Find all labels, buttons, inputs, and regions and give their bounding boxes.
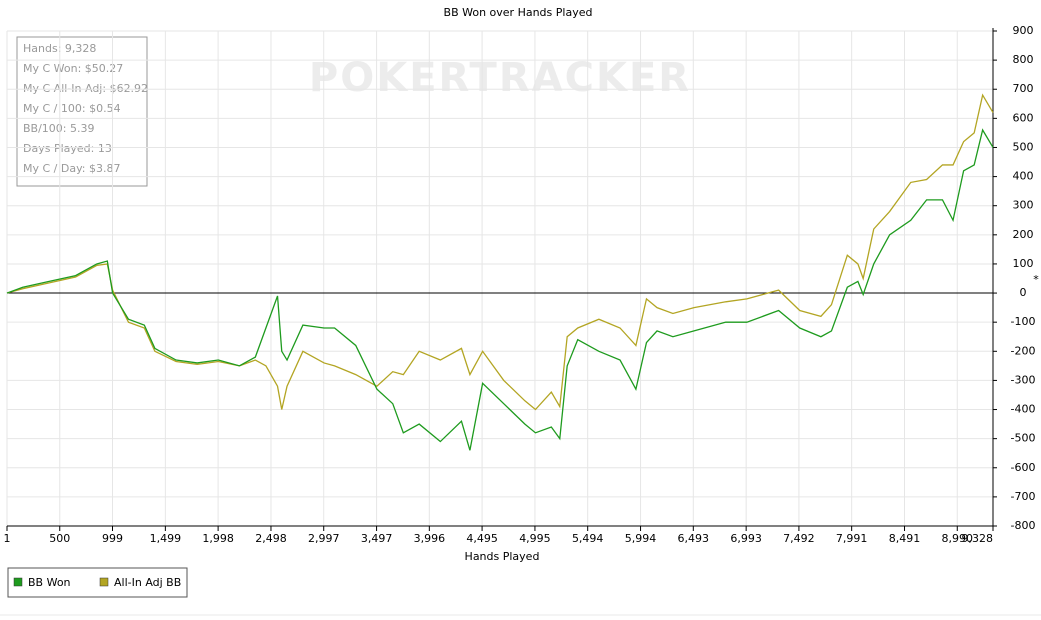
y-tick-label: 300 (1013, 199, 1034, 212)
x-tick-label: 999 (102, 532, 123, 545)
x-tick-label: 6,493 (678, 532, 710, 545)
x-tick-label: 8,491 (889, 532, 921, 545)
info-line: My C / 100: $0.54 (23, 102, 121, 115)
y-tick-label: -700 (1011, 490, 1036, 503)
x-tick-label: 1 (4, 532, 11, 545)
legend (7, 567, 188, 598)
x-tick-label: 1,499 (150, 532, 182, 545)
y-tick-label: 800 (1013, 53, 1034, 66)
y-tick-label: 0 (1020, 286, 1027, 299)
info-line: Days Played: 13 (23, 142, 112, 155)
x-tick-label: 500 (49, 532, 70, 545)
x-axis-label: Hands Played (465, 550, 540, 563)
x-tick-label: 2,498 (255, 532, 287, 545)
x-tick-label: 2,997 (308, 532, 340, 545)
y-tick-label: 600 (1013, 111, 1034, 124)
x-tick-label: 3,497 (361, 532, 393, 545)
watermark: POKERTRACKER (309, 55, 691, 101)
x-tick-label: 5,994 (625, 532, 657, 545)
legend-swatch (13, 577, 23, 587)
x-tick-label: 1,998 (202, 532, 234, 545)
y-tick-label: 500 (1013, 140, 1034, 153)
x-tick-label: 4,995 (519, 532, 551, 545)
chart-title: BB Won over Hands Played (444, 6, 593, 19)
info-line: My C All-In Adj: $62.92 (23, 82, 148, 95)
axis-marker: * (1033, 273, 1039, 286)
y-tick-label: 700 (1013, 82, 1034, 95)
series-line (6, 128, 994, 451)
legend-label: All-In Adj BB (114, 576, 181, 589)
info-line: My C Won: $50.27 (23, 62, 123, 75)
x-tick-label: 8,990 (942, 532, 974, 545)
legend-label: BB Won (28, 576, 71, 589)
x-tick-label: 6,993 (730, 532, 762, 545)
legend-swatch (99, 577, 109, 587)
x-tick-label: 7,991 (836, 532, 868, 545)
y-tick-label: -800 (1011, 519, 1036, 532)
y-tick-label: -600 (1011, 461, 1036, 474)
series-line (6, 93, 994, 411)
x-tick-label: 4,495 (466, 532, 498, 545)
y-tick-label: -300 (1011, 373, 1036, 386)
x-tick-label: 9,328 (962, 532, 994, 545)
info-line: My C / Day: $3.87 (23, 162, 121, 175)
y-tick-label: -100 (1011, 315, 1036, 328)
y-tick-label: -500 (1011, 432, 1036, 445)
y-tick-label: 100 (1013, 257, 1034, 270)
x-tick-label: 3,996 (414, 532, 446, 545)
x-tick-label: 7,492 (783, 532, 815, 545)
x-tick-label: 5,494 (572, 532, 604, 545)
y-tick-label: 200 (1013, 228, 1034, 241)
info-line: BB/100: 5.39 (23, 122, 95, 135)
y-tick-label: 400 (1013, 170, 1034, 183)
y-tick-label: -400 (1011, 403, 1036, 416)
y-tick-label: -200 (1011, 344, 1036, 357)
info-box (16, 36, 148, 187)
y-tick-label: 900 (1013, 24, 1034, 37)
